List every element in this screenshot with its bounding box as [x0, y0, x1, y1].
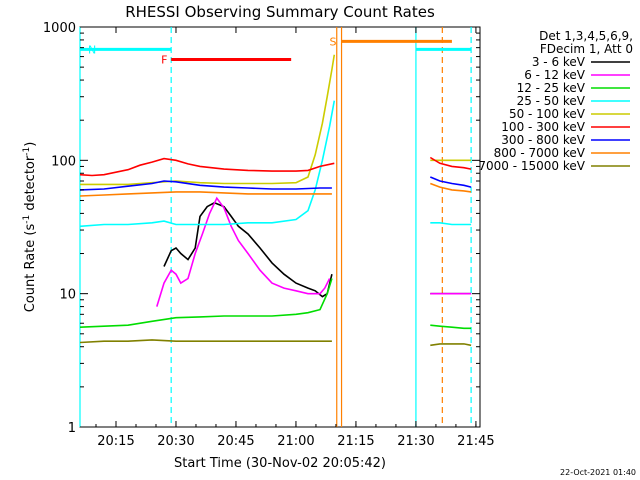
- y-axis-label: Count Rate (s-1 detector-1): [22, 142, 38, 313]
- x-tick-label: 21:15: [337, 434, 374, 449]
- legend-entry-label: 800 - 7000 keV: [494, 146, 586, 160]
- series-line: [79, 278, 333, 328]
- legend: Det 1,3,4,5,6,9, FDecim 1, Att 0 3 - 6 k…: [478, 29, 633, 173]
- x-tick-label: 20:15: [97, 434, 134, 449]
- y-axis-label-sup2: -1: [22, 147, 32, 156]
- y-axis: 1 10 100 1000: [43, 21, 480, 436]
- y-axis-label-main: Count Rate (s: [23, 224, 38, 313]
- legend-entry-label: 12 - 25 keV: [517, 81, 586, 95]
- legend-entry-label: 100 - 300 keV: [501, 120, 585, 134]
- footer-date: 22-Oct-2021 01:40: [560, 468, 636, 477]
- x-tick-label: 20:45: [217, 434, 254, 449]
- plot-frame: [79, 26, 481, 428]
- series-line: [163, 201, 333, 298]
- state-bars: N F S: [80, 35, 472, 67]
- state-bar-label: F: [161, 54, 167, 67]
- legend-entry-label: 6 - 12 keV: [524, 68, 586, 82]
- plot-border: [79, 26, 481, 428]
- legend-entry-label: 7000 - 15000 keV: [478, 159, 585, 173]
- y-tick-label: 100: [51, 154, 76, 169]
- legend-entry-label: 300 - 800 keV: [501, 133, 585, 147]
- legend-header-line-2: FDecim 1, Att 0: [540, 42, 633, 56]
- state-bar-label: N: [88, 43, 96, 56]
- series-layer: [79, 54, 472, 347]
- series-line: [79, 339, 332, 344]
- series-line: [80, 54, 336, 186]
- series-line-after-gap: [429, 176, 472, 188]
- chart-title: RHESSI Observing Summary Count Rates: [125, 3, 435, 21]
- y-axis-label-sup: -1: [22, 215, 32, 224]
- legend-entry-label: 3 - 6 keV: [532, 55, 586, 69]
- series-line-after-gap: [430, 182, 472, 193]
- series-line-after-gap: [430, 222, 472, 226]
- x-tick-label: 21:30: [397, 434, 434, 449]
- x-axis: 20:15 20:30 20:45 21:00 21:15 21:30 21:45: [95, 27, 495, 449]
- state-bar-label: S: [330, 35, 337, 48]
- x-tick-label: 20:30: [157, 434, 194, 449]
- series-line-after-gap: [430, 343, 472, 347]
- x-tick-label: 21:45: [457, 434, 494, 449]
- series-line: [79, 191, 332, 197]
- vertical-markers: [79, 27, 472, 427]
- legend-header-line-1: Det 1,3,4,5,6,9,: [539, 29, 633, 43]
- y-tick-label: 1: [68, 421, 76, 436]
- series-line-after-gap: [430, 324, 472, 330]
- y-tick-label: 1000: [43, 21, 76, 36]
- legend-entry-label: 50 - 100 keV: [509, 107, 586, 121]
- series-line: [79, 100, 336, 228]
- series-line: [156, 196, 331, 307]
- legend-entry-label: 25 - 50 keV: [517, 94, 586, 108]
- y-axis-label-end: ): [23, 142, 38, 147]
- y-axis-label-mid: detector: [23, 155, 38, 215]
- series-line-after-gap: [429, 156, 472, 170]
- series-line: [79, 157, 335, 177]
- series-line: [79, 180, 332, 191]
- x-axis-label: Start Time (30-Nov-02 20:05:42): [174, 456, 386, 471]
- y-tick-label: 10: [59, 288, 76, 303]
- x-tick-label: 21:00: [277, 434, 314, 449]
